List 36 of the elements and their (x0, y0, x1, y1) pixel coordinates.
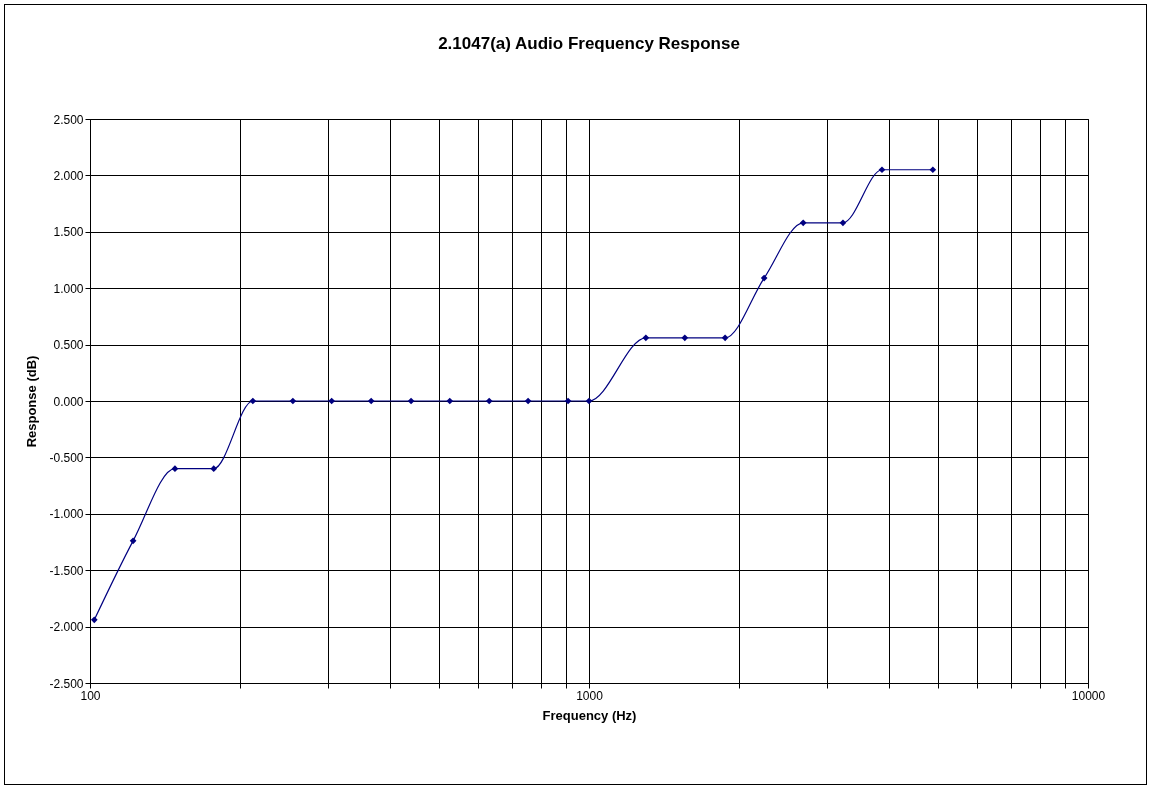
point (681, 334, 689, 342)
point (760, 274, 768, 282)
y-tick-label: -2.500 (49, 676, 84, 691)
y-tick-label: 1.500 (53, 225, 84, 240)
y-tick-label: 2.000 (53, 168, 84, 183)
y-tick-label: -0.500 (49, 450, 84, 465)
y-tick-label: 0.500 (53, 338, 84, 353)
y-tick-label: -1.000 (49, 507, 84, 522)
y-tick-label: -2.000 (49, 620, 84, 635)
point (367, 397, 375, 405)
point (485, 397, 493, 405)
point (642, 334, 650, 342)
y-tick-label: -1.500 (49, 563, 84, 578)
point (249, 397, 257, 405)
y-tick-label: 1.000 (53, 281, 84, 296)
point (564, 397, 572, 405)
point (524, 397, 532, 405)
point (328, 397, 336, 405)
point (289, 397, 297, 405)
point (210, 465, 218, 473)
x-axis-title: Frequency (Hz) (542, 707, 637, 723)
x-tick-label: 100 (80, 688, 101, 703)
x-tick-label: 1000 (576, 688, 604, 703)
point (90, 616, 98, 624)
x-tick-label: 10000 (1071, 688, 1106, 703)
chart-title: 2.1047(a) Audio Frequency Response (438, 34, 740, 53)
y-axis-title: Response (dB) (24, 355, 40, 448)
point (407, 397, 415, 405)
point (171, 465, 179, 473)
point (721, 334, 729, 342)
y-tick-label: 2.500 (53, 112, 84, 127)
point (446, 397, 454, 405)
point (878, 166, 886, 174)
point (799, 219, 807, 227)
y-tick-label: 0.000 (53, 394, 84, 409)
point (839, 219, 847, 227)
